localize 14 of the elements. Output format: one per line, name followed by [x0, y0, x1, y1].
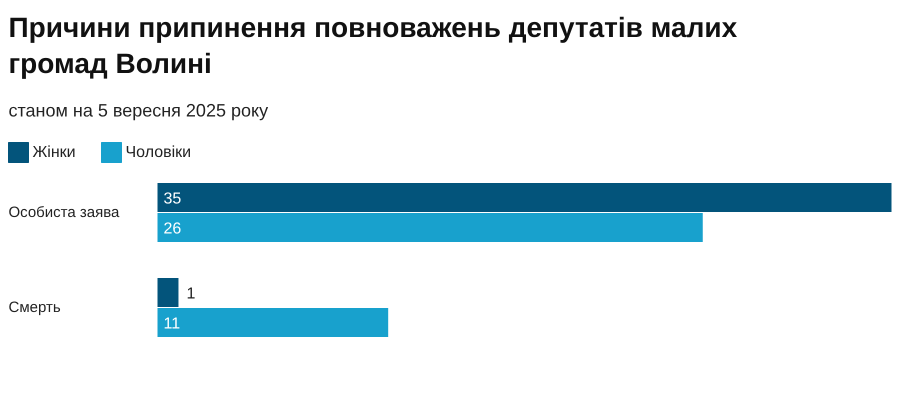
- data-label: 11: [164, 316, 180, 332]
- data-label: 35: [164, 190, 182, 208]
- legend-label: Чоловіки: [126, 144, 192, 161]
- data-label: 26: [164, 220, 182, 238]
- bar: [158, 213, 703, 242]
- data-label: 1: [186, 286, 196, 302]
- bar: [158, 183, 892, 212]
- bar: [158, 308, 388, 337]
- y-tick-label: Смерть: [8, 299, 61, 316]
- bar: [158, 278, 178, 307]
- legend-label: Жінки: [32, 144, 76, 161]
- chart-title: Причини припинення повноважень депутатів малих громад Волині: [8, 12, 738, 79]
- chart-subtitle: станом на 5 вересня 2025 року: [8, 100, 268, 120]
- y-tick-label: Особиста заява: [8, 204, 120, 221]
